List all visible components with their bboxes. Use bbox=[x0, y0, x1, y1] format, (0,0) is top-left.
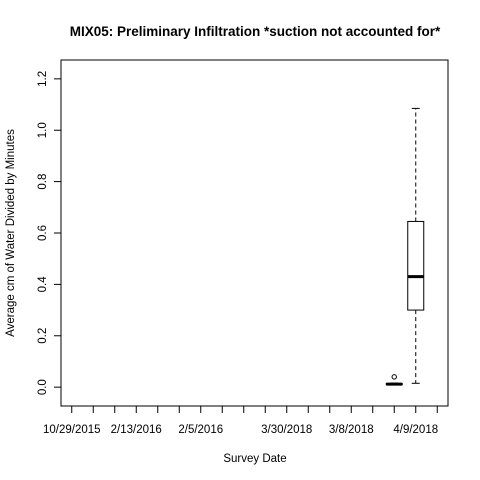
y-axis-label: Average cm of Water Divided by Minutes bbox=[5, 129, 17, 337]
chart-title: MIX05: Preliminary Infiltration *suction… bbox=[70, 24, 441, 39]
y-tick-label: 0.6 bbox=[37, 225, 49, 241]
y-tick-label: 0.4 bbox=[37, 276, 49, 293]
x-tick-label: 3/8/2018 bbox=[329, 424, 374, 436]
y-tick-label: 0.8 bbox=[37, 174, 49, 190]
x-tick-label: 2/5/2016 bbox=[178, 424, 223, 436]
x-axis-label: Survey Date bbox=[223, 453, 286, 465]
x-tick-label: 2/13/2016 bbox=[111, 424, 162, 436]
y-tick-label: 0.0 bbox=[37, 379, 49, 395]
y-axis: 0.0 0.2 0.4 0.6 0.8 1.0 1.2 bbox=[37, 71, 61, 395]
x-axis: 10/29/2015 2/13/2016 2/5/2016 3/30/2018 3/8/… bbox=[43, 406, 438, 436]
x-tick-label: 4/9/2018 bbox=[393, 424, 438, 436]
plot-frame bbox=[60, 59, 449, 407]
y-tick-label: 0.2 bbox=[37, 328, 49, 344]
x-tick-label: 3/30/2018 bbox=[261, 424, 312, 436]
x-tick-label: 10/29/2015 bbox=[43, 424, 101, 436]
outlier-point bbox=[391, 374, 397, 380]
y-tick-label: 1.2 bbox=[37, 71, 49, 87]
boxplot-marks bbox=[385, 107, 425, 386]
box-iqr bbox=[407, 220, 425, 311]
y-tick-label: 1.0 bbox=[37, 122, 49, 138]
